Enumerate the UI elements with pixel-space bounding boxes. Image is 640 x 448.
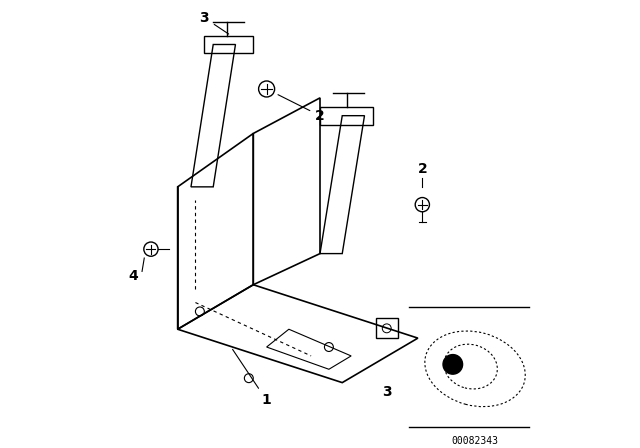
Text: 2: 2 bbox=[278, 95, 325, 123]
Text: 00082343: 00082343 bbox=[452, 436, 499, 446]
Text: 2: 2 bbox=[417, 162, 428, 176]
Circle shape bbox=[443, 354, 463, 374]
Circle shape bbox=[259, 81, 275, 97]
Text: 4: 4 bbox=[128, 269, 138, 283]
Text: 3: 3 bbox=[200, 11, 228, 34]
Circle shape bbox=[415, 198, 429, 212]
Circle shape bbox=[144, 242, 158, 256]
Text: 1: 1 bbox=[232, 349, 271, 407]
Text: 3: 3 bbox=[382, 384, 392, 399]
